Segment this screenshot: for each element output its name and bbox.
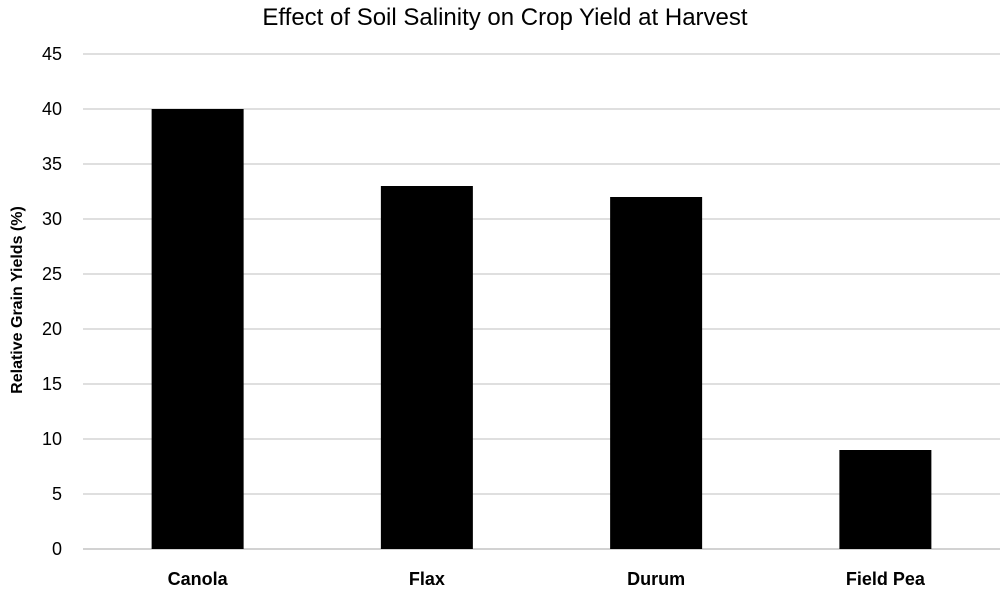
x-tick-label: Field Pea — [846, 569, 926, 589]
y-tick-label: 5 — [52, 484, 62, 504]
y-tick-label: 10 — [42, 429, 62, 449]
y-tick-label: 0 — [52, 539, 62, 559]
bars — [151, 109, 932, 549]
x-tick-label: Durum — [627, 569, 685, 589]
bar-durum — [610, 197, 703, 549]
x-tick-label: Canola — [168, 569, 229, 589]
bar-canola — [151, 109, 244, 549]
y-tick-label: 40 — [42, 99, 62, 119]
y-axis-ticks: 0 5 10 15 20 25 30 35 40 45 — [42, 44, 62, 559]
y-tick-label: 30 — [42, 209, 62, 229]
y-tick-label: 25 — [42, 264, 62, 284]
y-tick-label: 35 — [42, 154, 62, 174]
y-tick-label: 20 — [42, 319, 62, 339]
x-axis-labels: Canola Flax Durum Field Pea — [168, 569, 926, 589]
y-axis-label: Relative Grain Yields (%) — [9, 206, 26, 394]
x-tick-label: Flax — [409, 569, 445, 589]
y-tick-label: 15 — [42, 374, 62, 394]
y-tick-label: 45 — [42, 44, 62, 64]
chart-title: Effect of Soil Salinity on Crop Yield at… — [262, 4, 747, 31]
bar-field-pea — [839, 450, 932, 549]
bar-flax — [380, 186, 473, 549]
